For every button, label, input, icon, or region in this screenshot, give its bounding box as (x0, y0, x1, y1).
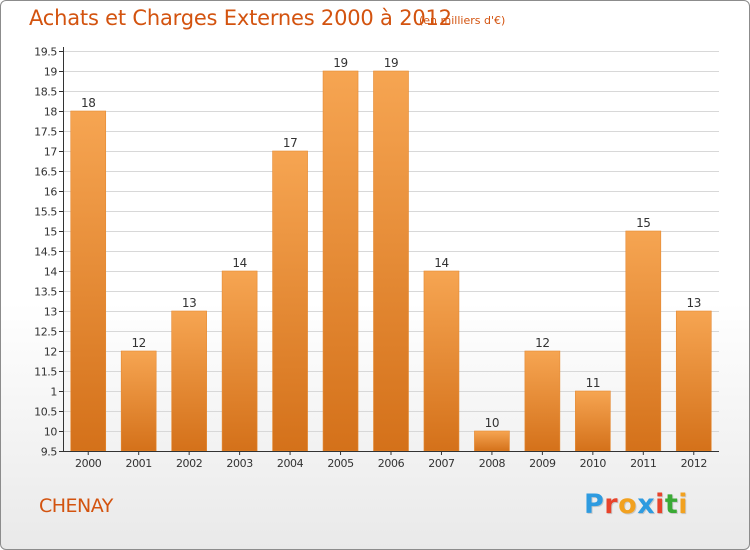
y-tick-label: 9.5 (41, 446, 58, 459)
y-tick-label: 13.5 (34, 286, 57, 299)
logo-letter: i (678, 489, 689, 520)
data-label: 18 (81, 96, 95, 110)
data-label: 19 (384, 56, 398, 70)
bar-2004 (272, 150, 308, 452)
y-tick-label: 19.5 (34, 46, 57, 59)
data-labels: 18 12 13 14 17 19 19 14 10 12 11 15 13 (81, 56, 701, 430)
data-label: 10 (485, 416, 499, 430)
y-tick-label: 16 (44, 186, 58, 199)
data-label: 17 (283, 136, 297, 150)
y-tick-label: 19 (44, 66, 58, 79)
x-tick-label: 2001 (125, 457, 151, 470)
x-tick-labels: 2000 2001 2002 2003 2004 2005 2006 2007 2008 2009… (75, 457, 707, 470)
x-tick-label: 2012 (681, 457, 707, 470)
x-tick-label: 2004 (277, 457, 304, 470)
data-label: 11 (586, 376, 600, 390)
y-tick-label: 17.5 (34, 126, 57, 139)
y-tick-label: 14.5 (34, 246, 57, 259)
y-tick-label: 11.5 (34, 366, 57, 379)
x-tick-label: 2000 (75, 457, 102, 470)
logo-letter: o (618, 489, 638, 520)
chart-subtitle: (en milliers d'€) (419, 14, 506, 27)
y-tick-label: 17 (44, 146, 58, 159)
y-tick-label: 10 (44, 426, 58, 439)
y-tick-label: 18 (44, 106, 58, 119)
x-tick-label: 2010 (580, 457, 607, 470)
bar-2007 (423, 270, 460, 452)
y-tick-label: 16.5 (34, 166, 57, 179)
x-tick-label: 2003 (226, 457, 253, 470)
y-tick-label: 15.5 (34, 206, 57, 219)
x-tick-label: 2007 (428, 457, 455, 470)
y-tick-labels: 9.5 10 10.5 1 11.5 12 12.5 13 13.5 14 14.5 15 15.5 16… (34, 46, 58, 459)
y-tick-label: 14 (44, 266, 58, 279)
logo-letter: r (604, 489, 619, 520)
logo-letter: t (664, 489, 679, 520)
x-tick-label: 2002 (176, 457, 202, 470)
y-tick-label: 1 (50, 386, 57, 399)
data-label: 14 (434, 256, 448, 270)
bar-2012 (675, 310, 712, 452)
bar-2001 (120, 350, 157, 452)
bar-2011 (625, 230, 662, 452)
data-label: 12 (535, 336, 549, 350)
data-label: 13 (687, 296, 701, 310)
data-label: 15 (636, 216, 650, 230)
y-tick-label: 18.5 (34, 86, 57, 99)
data-label: 14 (232, 256, 246, 270)
y-tick-label: 13 (44, 306, 58, 319)
data-label: 12 (131, 336, 145, 350)
x-tick-label: 2011 (630, 457, 656, 470)
bar-2002 (171, 310, 207, 452)
bar-2006 (373, 70, 409, 452)
data-label: 19 (333, 56, 347, 70)
chart-title: Achats et Charges Externes 2000 à 2012 (29, 6, 452, 30)
logo-letter: P (584, 489, 605, 520)
bar-2010 (575, 390, 611, 452)
x-tick-label: 2005 (327, 457, 354, 470)
y-tick-label: 12.5 (34, 326, 57, 339)
x-tick-label: 2009 (529, 457, 556, 470)
data-label: 13 (182, 296, 196, 310)
x-tick-label: 2008 (479, 457, 506, 470)
bar-2008 (474, 430, 510, 452)
logo-letter: i (655, 489, 665, 520)
bars (70, 70, 712, 452)
commune-name: CHENAY (39, 495, 113, 517)
x-tick-label: 2006 (378, 457, 405, 470)
y-tick-label: 12 (44, 346, 57, 359)
axes (59, 47, 719, 455)
bar-2005 (322, 70, 359, 452)
bar-2009 (524, 350, 561, 452)
y-tick-label: 15 (44, 226, 58, 239)
bar-2000 (70, 110, 107, 452)
proxiti-logo[interactable]: Proxiti (584, 489, 688, 520)
logo-letter: x (637, 489, 656, 520)
y-tick-label: 10.5 (34, 406, 57, 419)
bar-2003 (221, 270, 258, 452)
